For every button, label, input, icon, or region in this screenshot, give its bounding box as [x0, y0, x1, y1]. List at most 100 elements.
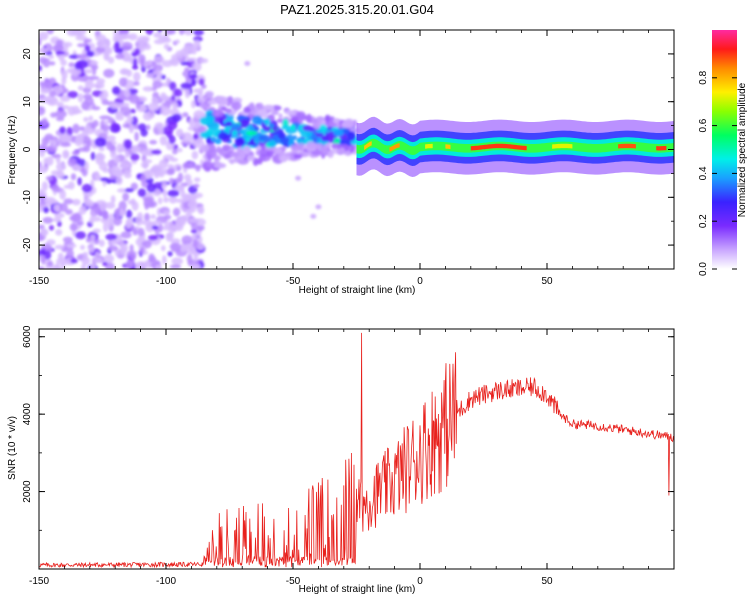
heatmap-cell — [321, 135, 329, 142]
heatmap-cell — [145, 260, 150, 265]
heatmap-cell — [150, 214, 157, 220]
heatmap-cell — [84, 200, 94, 207]
heatmap-cell — [67, 158, 77, 167]
heatmap-cell — [173, 88, 183, 97]
heatmap-cell — [258, 134, 270, 142]
heatmap-cell — [170, 238, 181, 245]
heatmap-cell — [129, 250, 137, 260]
heatmap-cell — [213, 155, 221, 161]
heatmap-cell — [129, 108, 136, 114]
heatmap-cell — [41, 248, 46, 255]
heatmap-cell — [136, 35, 149, 45]
heatmap-cell — [227, 158, 239, 164]
heatmap-cell — [190, 73, 198, 79]
heatmap-cell — [134, 131, 139, 142]
heatmap-cell — [191, 150, 199, 160]
heatmap-cell — [90, 234, 96, 242]
heatmap-cell — [174, 221, 184, 232]
heatmap-cell — [120, 243, 128, 253]
bottom-y-tick-label: 4000 — [22, 403, 33, 426]
heatmap-cell — [298, 117, 303, 124]
spectrogram-heatmap — [39, 30, 674, 269]
heatmap-cell — [223, 153, 231, 160]
heatmap-cell — [163, 210, 171, 215]
heatmap-cell — [55, 229, 63, 236]
heatmap-cell — [84, 81, 95, 89]
heatmap-cell — [296, 111, 306, 119]
heatmap-cell — [55, 109, 67, 119]
heatmap-cell — [100, 124, 111, 131]
heatmap-cell — [133, 71, 141, 82]
heatmap-cell — [39, 47, 49, 53]
heatmap-cell — [77, 85, 84, 91]
heatmap-cell — [60, 133, 72, 144]
heatmap-cell — [89, 216, 95, 225]
heatmap-cell — [234, 137, 245, 144]
heatmap-cell — [174, 177, 181, 184]
heatmap-cell — [242, 145, 251, 155]
heatmap-cell — [76, 54, 88, 59]
heatmap-cell — [120, 231, 132, 239]
heatmap-cell — [165, 77, 171, 84]
heatmap-cell — [127, 199, 136, 205]
heatmap-cell — [324, 114, 330, 123]
top-x-tick-label: -50 — [286, 276, 301, 287]
heatmap-cell — [62, 105, 70, 110]
heatmap-cell — [160, 92, 167, 101]
heatmap-cell — [192, 61, 202, 72]
heatmap-cell — [54, 44, 64, 52]
heatmap-cell — [161, 245, 166, 252]
bottom-x-axis-label: Height of straight line (km) — [299, 584, 416, 595]
heatmap-cell — [40, 228, 47, 236]
heatmap-cell — [246, 155, 256, 161]
heatmap-cell — [66, 249, 74, 259]
heatmap-cell — [167, 251, 173, 257]
heatmap-cell — [103, 120, 109, 125]
heatmap-cell — [72, 214, 80, 220]
heatmap-cell — [39, 56, 47, 64]
heatmap-cell — [99, 115, 111, 120]
heatmap-cell — [296, 138, 304, 144]
heatmap-cell — [176, 165, 181, 171]
heatmap-cell — [310, 213, 317, 219]
heatmap-cell — [112, 36, 121, 43]
heatmap-cell — [79, 126, 85, 131]
heatmap-cell — [41, 255, 46, 265]
heatmap-cell — [82, 251, 89, 258]
heatmap-cell — [166, 168, 174, 176]
heatmap-cell — [103, 254, 115, 263]
snr-panel: -150 -100 -50 0 50 2000 4000 6000 Height of str… — [7, 325, 675, 595]
heatmap-cell — [61, 69, 68, 80]
bottom-y-tick-label: 2000 — [22, 480, 33, 503]
heatmap-cell — [193, 177, 201, 183]
heatmap-cell — [333, 129, 344, 137]
heatmap-cell — [157, 30, 163, 33]
heatmap-cell — [115, 53, 125, 60]
heatmap-cell — [138, 123, 147, 131]
heatmap-cell — [190, 229, 198, 234]
heatmap-cell — [79, 205, 87, 215]
heatmap-cell — [201, 103, 208, 110]
heatmap-cell — [190, 78, 197, 87]
heatmap-cell — [144, 62, 149, 68]
heatmap-cell — [116, 188, 127, 193]
heatmap-cell — [295, 175, 302, 181]
heatmap-cell — [99, 177, 110, 182]
heatmap-cell — [145, 30, 154, 35]
heatmap-cell — [144, 212, 150, 222]
heatmap-cell — [87, 75, 100, 80]
heatmap-cell — [51, 184, 60, 192]
heatmap-cell — [163, 196, 169, 203]
heatmap-cell — [135, 216, 144, 226]
heatmap-cell — [131, 145, 141, 154]
heatmap-cell — [321, 145, 329, 155]
heatmap-cell — [98, 239, 105, 247]
heatmap-cell — [110, 102, 122, 109]
heatmap-cell — [305, 141, 316, 151]
bottom-plot-frame — [38, 328, 675, 570]
heatmap-cell — [331, 144, 339, 149]
heatmap-cell — [39, 204, 43, 209]
heatmap-cell — [147, 59, 152, 66]
